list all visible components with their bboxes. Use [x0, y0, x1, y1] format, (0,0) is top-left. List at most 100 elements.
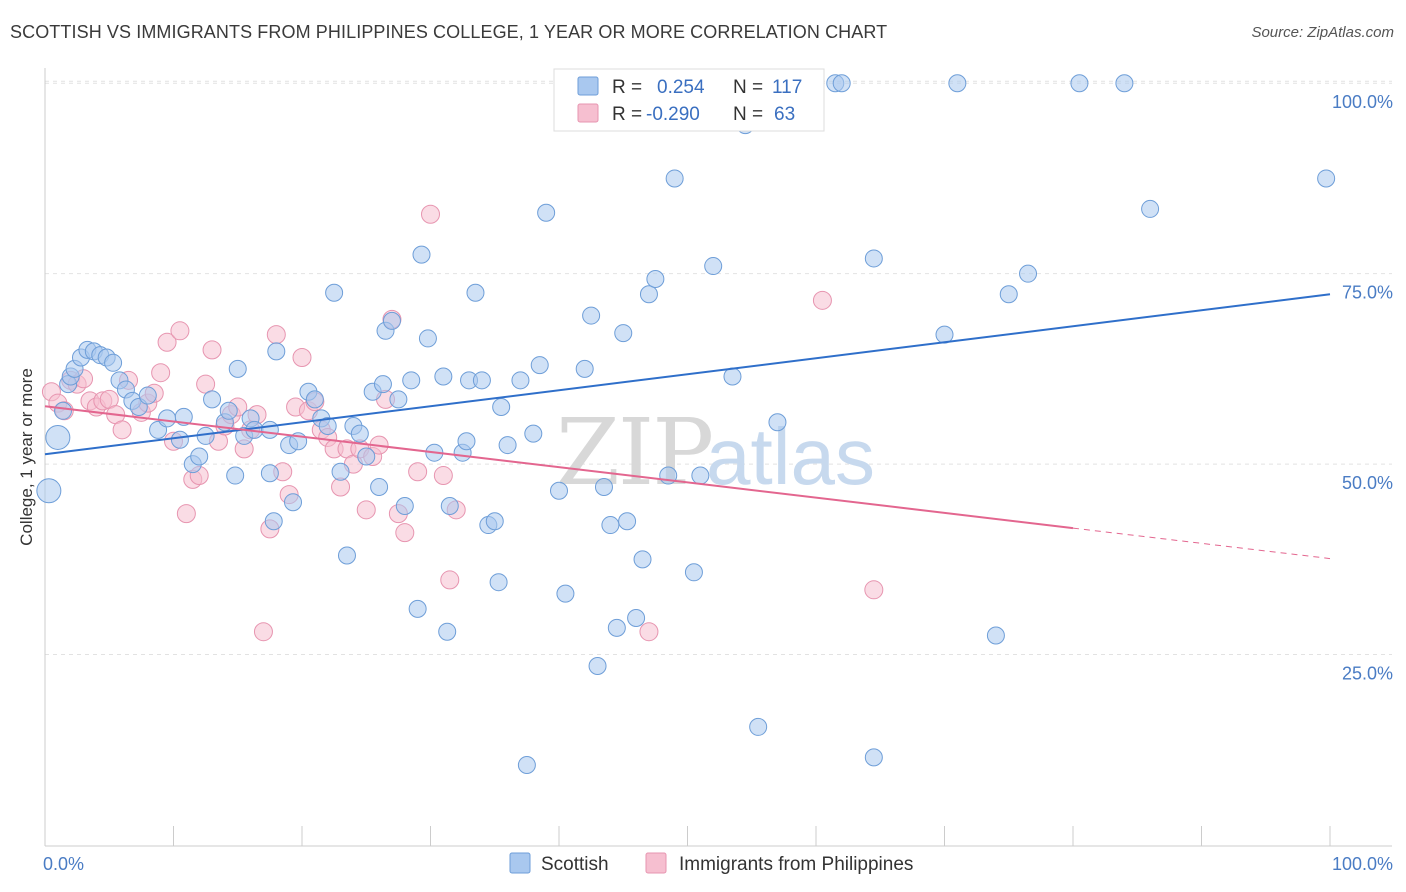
bottom-legend-swatch-scottish [509, 852, 531, 874]
scottish-trend-line [44, 293, 1331, 456]
legend-r-value: -0.290 [646, 104, 700, 125]
scottish-point [633, 550, 652, 569]
legend-frame [553, 68, 825, 132]
scottish-point [485, 512, 504, 531]
scottish-point [174, 407, 193, 426]
scottish-point [219, 401, 238, 420]
scottish-point [530, 356, 549, 375]
scottish-point [158, 409, 177, 428]
x-tick-labels: 0.0% 100.0% [43, 854, 1393, 874]
scottish-point [639, 285, 658, 304]
scottish-point [684, 563, 703, 582]
trend-lines [44, 293, 1331, 560]
x-tick-label: 100.0% [1332, 854, 1393, 874]
source-label: Source: ZipAtlas.com [1251, 24, 1394, 41]
scottish-point [438, 622, 457, 641]
scottish-point [45, 424, 71, 450]
scottish-point [646, 270, 665, 289]
y-tick-label: 25.0% [1342, 664, 1393, 684]
axes [44, 68, 1392, 847]
philippines-point [408, 462, 428, 482]
scottish-point [864, 748, 883, 767]
scottish-point [226, 466, 245, 485]
scottish-point [260, 420, 279, 439]
watermark-zip: ZIP [556, 399, 712, 506]
scottish-point [267, 342, 286, 361]
legend-n-value: 63 [774, 104, 795, 125]
scottish-point [832, 74, 851, 93]
bottom-legend-label-philippines: Immigrants from Philippines [679, 854, 913, 875]
scottish-point [440, 497, 459, 516]
philippines-point [440, 570, 460, 590]
scottish-point [53, 401, 72, 420]
scottish-point [170, 430, 189, 449]
philippines-point [812, 290, 832, 310]
scottish-point [691, 466, 710, 485]
scottish-point [389, 390, 408, 409]
philippines-point [253, 622, 273, 642]
scottish-point [337, 546, 356, 565]
scottish-point [370, 477, 389, 496]
scottish-point [524, 424, 543, 443]
scottish-point [768, 413, 787, 432]
scottish-point [1115, 74, 1134, 93]
philippines-point [395, 523, 415, 543]
philippines-trend-line [44, 405, 1074, 530]
scottish-point [575, 359, 594, 378]
bottom-legend-label-scottish: Scottish [541, 854, 609, 875]
watermark: ZIP atlas [556, 399, 875, 506]
watermark-atlas: atlas [706, 412, 875, 501]
scottish-point [999, 285, 1018, 304]
philippines-point [421, 204, 440, 224]
philippines-point [266, 325, 286, 345]
scottish-point [618, 512, 637, 531]
scottish-point [318, 417, 337, 436]
scottish-point [350, 424, 369, 443]
scottish-point [588, 656, 607, 675]
scottish-point [704, 257, 723, 276]
legend-n-label: N = [733, 104, 763, 125]
y-tick-label: 50.0% [1342, 473, 1393, 493]
bottom-legend-swatch-philippines [645, 852, 667, 874]
scottish-point [607, 618, 626, 637]
scottish-point [408, 599, 427, 618]
legend-box: R = 0.254 N = 117 R = -0.290 N = 63 [553, 68, 825, 132]
philippines-point [170, 321, 190, 341]
scottish-point [305, 390, 324, 409]
scottish-point [492, 397, 511, 416]
scottish-point [395, 497, 414, 516]
scottish-point [517, 756, 536, 775]
scottish-point [373, 375, 392, 394]
y-axis-label: College, 1 year or more [17, 368, 36, 546]
philippines-point [433, 466, 453, 486]
philippines-point [176, 504, 196, 524]
legend-r-label: R = [612, 104, 642, 125]
legend-r-label: R = [612, 77, 642, 98]
legend-swatch-scottish [577, 76, 599, 96]
scottish-point [594, 477, 613, 496]
scottish-point [1019, 264, 1038, 283]
scottish-point [582, 306, 601, 325]
scottish-point [498, 436, 517, 455]
scottish-point [418, 329, 437, 348]
scottish-point [264, 512, 283, 531]
y-tick-label: 100.0% [1332, 92, 1393, 112]
philippines-point [112, 420, 132, 440]
scottish-point [489, 573, 508, 592]
scottish-point [537, 203, 556, 222]
chart-title: SCOTTISH VS IMMIGRANTS FROM PHILIPPINES … [10, 22, 888, 42]
scottish-point [550, 481, 568, 500]
scottish-point [190, 447, 209, 466]
scottish-point [325, 283, 344, 302]
y-tick-label: 75.0% [1342, 283, 1393, 303]
scottish-point [382, 311, 401, 330]
philippines-point [292, 347, 312, 367]
scottish-point [948, 74, 967, 93]
grid-lines [45, 80, 1392, 656]
philippines-point [639, 622, 659, 642]
scottish-point [138, 386, 157, 405]
philippines-point [151, 363, 171, 383]
philippines-point [157, 332, 177, 352]
scottish-point [466, 283, 485, 302]
